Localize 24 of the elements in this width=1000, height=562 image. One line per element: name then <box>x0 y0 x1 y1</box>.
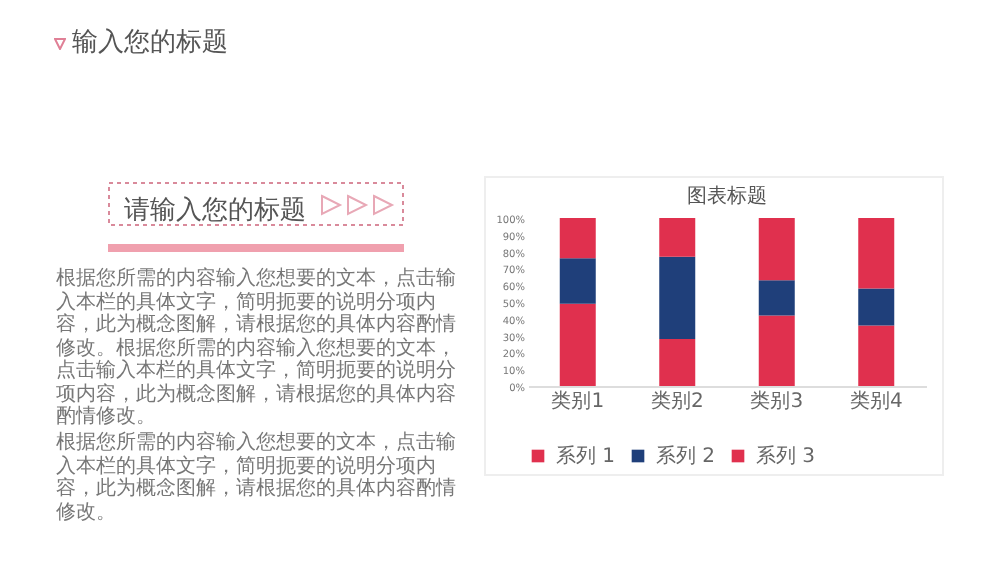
legend-label: 系列 1 <box>556 444 616 468</box>
text: 请输入您的标题 <box>124 194 306 228</box>
bar <box>758 315 795 386</box>
bar <box>559 303 596 386</box>
bar <box>758 280 795 316</box>
bar <box>858 218 895 289</box>
x-tick-label: 类别2 <box>650 389 704 413</box>
legend-label: 系列 2 <box>656 444 716 468</box>
bar <box>559 258 596 304</box>
chart-title: 图表标题 <box>687 184 767 208</box>
bar <box>659 218 696 257</box>
x-tick-label: 类别1 <box>551 389 605 413</box>
text: 输入您的标题 <box>72 26 228 60</box>
bar <box>758 218 795 281</box>
legend-label: 系列 3 <box>756 444 816 468</box>
bar <box>858 288 895 326</box>
text: 根据您所需的内容输入您想要的文本，点击输入本栏的具体文字，简明扼要的说明分项内容，此为概念图解，请根据您的具体内容酌情修改。根据您所需的内容输入您想要的文本，点击输入本栏的具体文字，简明扼要的说明分项内容，此为概念图解，请根据您的具体内容酌情修改。 <box>56 268 456 429</box>
bar <box>659 256 696 339</box>
bar <box>559 218 596 259</box>
bar <box>858 325 895 386</box>
x-tick-label: 类别4 <box>849 389 903 413</box>
text: 根据您所需的内容输入您想要的文本，点击输入本栏的具体文字，简明扼要的说明分项内容，此为概念图解，请根据您的具体内容酌情修改。 <box>56 432 456 524</box>
x-tick-label: 类别3 <box>750 389 804 413</box>
bar <box>659 338 696 386</box>
